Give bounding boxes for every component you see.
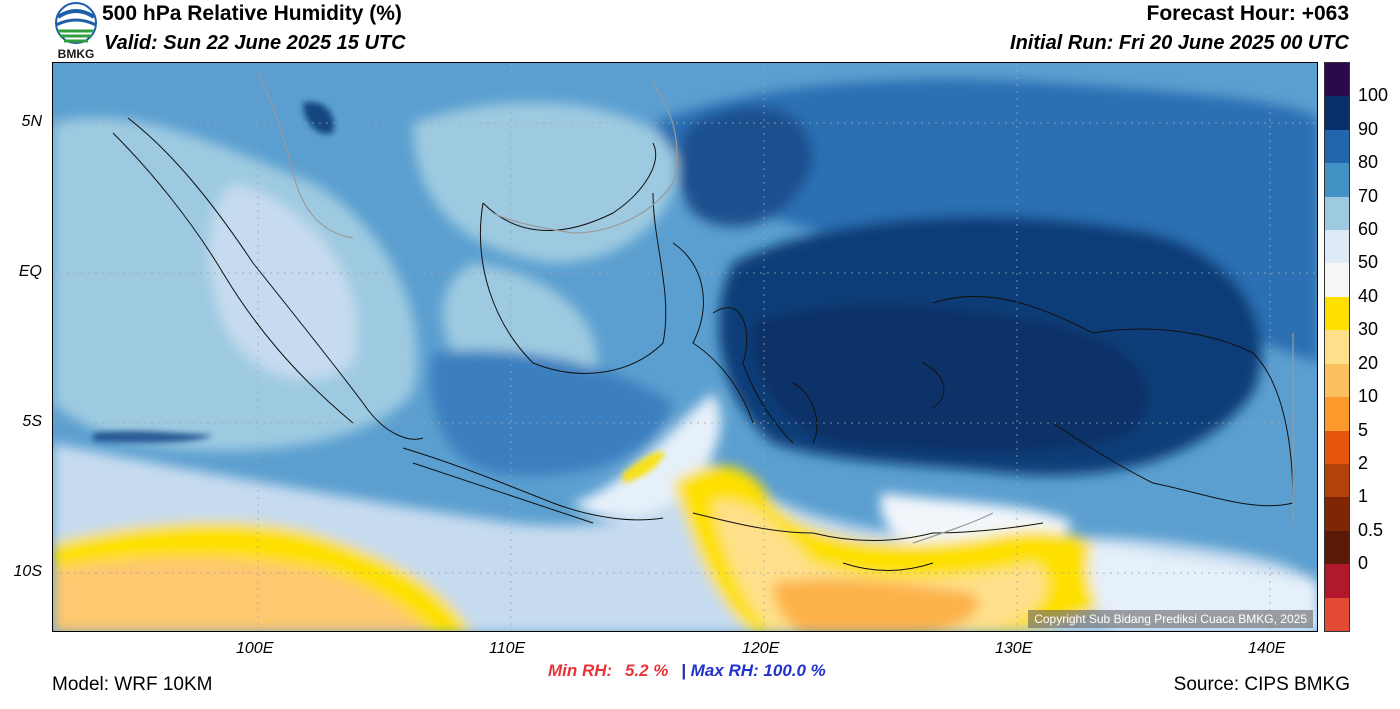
graticule — [53, 63, 1317, 631]
colorbar-swatch — [1325, 230, 1349, 264]
initial-run: Initial Run: Fri 20 June 2025 00 UTC — [1010, 32, 1349, 54]
humidity-field — [53, 63, 1317, 631]
colorbar-swatch — [1325, 363, 1349, 398]
colorbar-label: 1 — [1358, 486, 1369, 507]
colorbar-label: 0 — [1358, 553, 1369, 574]
valid-time: Valid: Sun 22 June 2025 15 UTC — [104, 32, 406, 54]
lat-axis: 5N EQ 5S 10S — [0, 62, 52, 632]
colorbar-swatch — [1325, 96, 1349, 131]
max-rh-label: Max RH: — [690, 661, 759, 680]
min-rh-label: Min RH: — [548, 661, 613, 680]
colorbar-swatch — [1325, 63, 1349, 97]
lon-tick-120e: 120E — [742, 640, 780, 657]
coastlines — [112, 117, 1294, 571]
lat-tick-5s: 5S — [22, 413, 42, 430]
colorbar-swatch — [1325, 296, 1349, 331]
colorbar-label: 20 — [1358, 352, 1379, 373]
lon-tick-100e: 100E — [236, 640, 274, 657]
colorbar-swatch — [1325, 330, 1349, 365]
lon-tick-110e: 110E — [489, 640, 526, 657]
colorbar-swatch — [1325, 497, 1349, 532]
colorbar-label: 90 — [1358, 118, 1379, 139]
colorbar-swatch — [1325, 463, 1349, 498]
colorbar-labels: 100 90 80 70 60 50 40 30 20 10 5 2 1 0.5 0 — [1354, 62, 1400, 632]
humidity-map: Copyright Sub Bidang Prediksi Cuaca BMKG… — [52, 62, 1318, 632]
colorbar-swatch — [1325, 263, 1349, 298]
lat-tick-10s: 10S — [13, 563, 42, 580]
data-source: Source: CIPS BMKG — [1173, 674, 1350, 695]
colorbar-label: 30 — [1358, 319, 1379, 340]
colorbar-label: 80 — [1358, 152, 1379, 173]
lat-tick-5n: 5N — [21, 113, 42, 130]
bmkg-logo-text: BMKG — [57, 47, 95, 61]
max-rh-value: 100.0 % — [763, 661, 826, 680]
colorbar-label: 10 — [1358, 386, 1379, 407]
colorbar-swatch — [1325, 397, 1349, 432]
copyright-notice: Copyright Sub Bidang Prediksi Cuaca BMKG… — [1028, 610, 1313, 628]
colorbar-swatch — [1325, 430, 1349, 465]
lon-tick-130e: 130E — [995, 640, 1033, 657]
colorbar-swatch — [1325, 129, 1349, 164]
colorbar-label: 50 — [1358, 252, 1379, 273]
colorbar-label: 100 — [1358, 85, 1389, 106]
chart-title: 500 hPa Relative Humidity (%) — [102, 2, 402, 25]
min-rh-value: 5.2 % — [624, 661, 669, 680]
colorbar-label: 5 — [1358, 419, 1369, 440]
lon-tick-140e: 140E — [1248, 640, 1286, 657]
colorbar-label: 0.5 — [1358, 519, 1384, 540]
country-borders — [257, 72, 1294, 544]
colorbar-swatch — [1325, 564, 1349, 599]
colorbar-swatch — [1325, 163, 1349, 198]
colorbar-swatch — [1325, 196, 1349, 231]
bmkg-emblem-icon — [55, 2, 97, 44]
colorbar-label: 70 — [1358, 185, 1379, 206]
stats-separator: | — [681, 661, 686, 680]
colorbar-swatch — [1325, 597, 1349, 632]
colorbar-label: 60 — [1358, 219, 1379, 240]
colorbar — [1324, 62, 1350, 632]
colorbar-label: 2 — [1358, 452, 1369, 473]
forecast-hour: Forecast Hour: +063 — [1146, 2, 1350, 25]
colorbar-swatch — [1325, 530, 1349, 565]
model-name: Model: WRF 10KM — [52, 674, 213, 695]
bmkg-logo: BMKG — [52, 1, 100, 61]
rh-stats: Min RH: 5.2 % | Max RH: 100.0 % — [548, 661, 826, 681]
colorbar-label: 40 — [1358, 285, 1379, 306]
lat-tick-eq: EQ — [18, 263, 42, 280]
